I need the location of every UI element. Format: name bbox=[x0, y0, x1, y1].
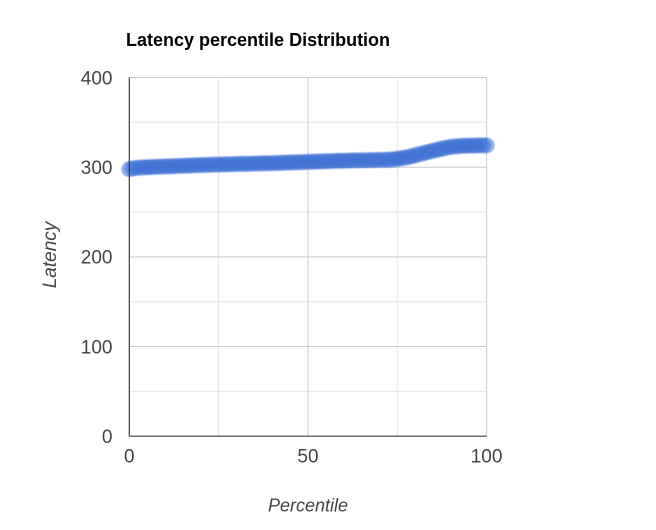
svg-text:100: 100 bbox=[471, 446, 503, 467]
svg-text:300: 300 bbox=[81, 158, 113, 179]
svg-text:0: 0 bbox=[124, 446, 135, 467]
svg-text:Percentile: Percentile bbox=[268, 495, 348, 515]
svg-text:200: 200 bbox=[81, 248, 113, 269]
svg-text:0: 0 bbox=[102, 427, 113, 448]
svg-text:50: 50 bbox=[297, 446, 318, 467]
svg-text:Latency percentile Distributio: Latency percentile Distribution bbox=[126, 30, 390, 50]
svg-text:Latency: Latency bbox=[40, 220, 61, 288]
svg-text:400: 400 bbox=[81, 68, 113, 89]
svg-text:100: 100 bbox=[81, 337, 113, 358]
